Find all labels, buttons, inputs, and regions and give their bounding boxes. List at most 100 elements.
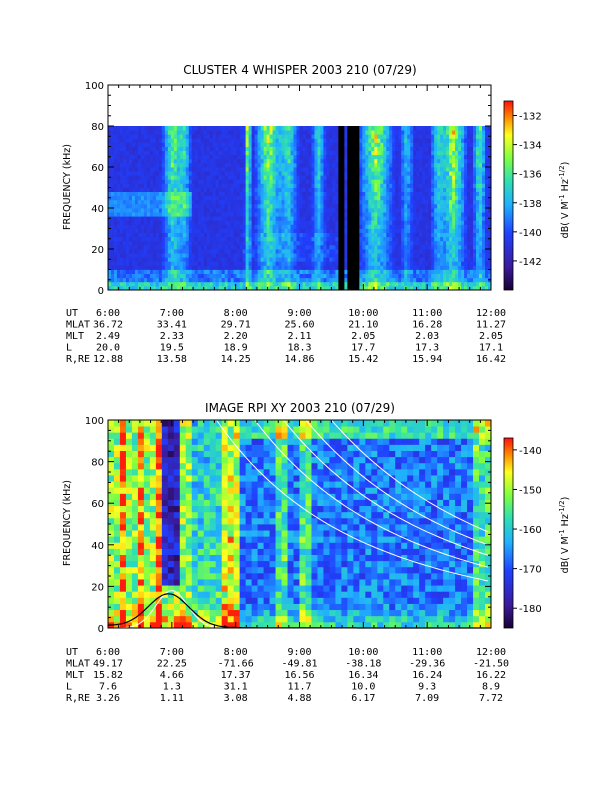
orbit-value: 20.0 xyxy=(96,343,120,354)
orbit-value: 12.88 xyxy=(93,354,123,365)
orbit-row-label: MLAT xyxy=(66,320,90,331)
resonance-curve xyxy=(283,419,488,556)
colorbar-tick-label: -138 xyxy=(519,199,542,210)
orbit-value: 17.7 xyxy=(351,343,375,354)
orbit-row-label: L xyxy=(66,682,72,693)
colorbar-tick-label: -140 xyxy=(519,446,542,457)
orbit-value: -38.18 xyxy=(345,659,381,670)
colorbar-tick-label: -170 xyxy=(519,565,542,576)
orbit-value: 49.17 xyxy=(93,659,123,670)
orbit-value: 7.09 xyxy=(415,693,439,704)
orbit-value: 1.3 xyxy=(163,682,181,693)
cluster-y-axis: 0 20 40 60 80 100 xyxy=(85,81,491,297)
resonance-curve xyxy=(254,419,488,568)
orbit-value: 19.5 xyxy=(160,343,184,354)
y-tick-label: 60 xyxy=(91,499,104,510)
cluster-title: CLUSTER 4 WHISPER 2003 210 (07/29) xyxy=(183,63,416,77)
orbit-value: 13.58 xyxy=(157,354,187,365)
orbit-row-label: R,RE xyxy=(66,693,90,704)
colorbar-tick-label: -134 xyxy=(519,141,542,152)
colorbar-tick-label: -132 xyxy=(519,112,542,123)
cluster-colorbar: -132 -134 -136 -138 -140 -142 dB( V M-1 Hz-1/… xyxy=(503,100,571,291)
orbit-value: 11.7 xyxy=(287,682,311,693)
orbit-value: 10:00 xyxy=(348,308,378,319)
cluster-panel: CLUSTER 4 WHISPER 2003 210 (07/29) 0 20 40… xyxy=(62,63,571,365)
orbit-value: 25.60 xyxy=(284,320,314,331)
orbit-value: 11:00 xyxy=(412,647,442,658)
orbit-value: 6:00 xyxy=(96,647,120,658)
orbit-value: -71.66 xyxy=(218,659,254,670)
y-tick-label: 20 xyxy=(91,245,104,256)
colorbar-tick-label: -142 xyxy=(519,257,542,268)
orbit-value: 7.72 xyxy=(479,693,503,704)
orbit-value: 15.82 xyxy=(93,670,123,681)
orbit-value: 17.1 xyxy=(479,343,503,354)
image-rpi-colorbar-label: dB( V M-1 Hz-1/2) xyxy=(558,497,571,574)
orbit-value: 9:00 xyxy=(287,647,311,658)
orbit-row-label: MLAT xyxy=(66,659,90,670)
resonance-curve xyxy=(305,419,488,546)
orbit-value: 8:00 xyxy=(224,647,248,658)
orbit-value: 7.6 xyxy=(99,682,117,693)
orbit-value: 15.94 xyxy=(412,354,442,365)
y-tick-label: 80 xyxy=(91,122,104,133)
orbit-value: 1.11 xyxy=(160,693,184,704)
orbit-value: 14.25 xyxy=(221,354,251,365)
orbit-value: 6.17 xyxy=(351,693,375,704)
orbit-value: 7:00 xyxy=(160,308,184,319)
y-tick-label: 40 xyxy=(91,541,104,552)
image-rpi-colorbar-ramp xyxy=(503,437,514,629)
colorbar-tick-label: -140 xyxy=(519,228,542,239)
cluster-spectrogram xyxy=(108,126,492,291)
orbit-row-label: L xyxy=(66,343,72,354)
orbit-value: 4.66 xyxy=(160,670,184,681)
orbit-value: 8.9 xyxy=(482,682,500,693)
orbit-value: 2.05 xyxy=(479,331,503,342)
y-tick-label: 40 xyxy=(91,204,104,215)
image-rpi-panel: IMAGE RPI XY 2003 210 (07/29) 0 20 40 60 80 1… xyxy=(62,401,571,704)
y-tick-label: 100 xyxy=(85,81,104,92)
image-rpi-title: IMAGE RPI XY 2003 210 (07/29) xyxy=(205,401,395,415)
orbit-value: 16.22 xyxy=(476,670,506,681)
y-tick-label: 60 xyxy=(91,163,104,174)
orbit-value: -29.36 xyxy=(409,659,445,670)
orbit-value: 2.03 xyxy=(415,331,439,342)
cluster-x-axis xyxy=(107,85,492,290)
orbit-value: 10:00 xyxy=(348,647,378,658)
image-rpi-y-label: FREQUENCY (kHz) xyxy=(62,480,73,566)
orbit-value: 2.49 xyxy=(96,331,120,342)
image-rpi-spectrogram xyxy=(108,420,492,629)
orbit-value: 3.08 xyxy=(224,693,248,704)
orbit-value: 18.9 xyxy=(224,343,248,354)
resonance-curve xyxy=(216,419,488,582)
orbit-value: 18.3 xyxy=(287,343,311,354)
colorbar-tick-label: -150 xyxy=(519,485,542,496)
orbit-value: 16.56 xyxy=(284,670,314,681)
cluster-y-label: FREQUENCY (kHz) xyxy=(62,144,73,230)
orbit-value: 9:00 xyxy=(287,308,311,319)
orbit-value: 36.72 xyxy=(93,320,123,331)
orbit-value: 16.34 xyxy=(348,670,378,681)
image-rpi-x-axis xyxy=(107,420,492,628)
orbit-value: 16.24 xyxy=(412,670,442,681)
orbit-value: 10.0 xyxy=(351,682,375,693)
orbit-value: 17.37 xyxy=(221,670,251,681)
orbit-value: 7:00 xyxy=(160,647,184,658)
orbit-value: 21.10 xyxy=(348,320,378,331)
orbit-value: 12:00 xyxy=(476,647,506,658)
orbit-value: 8:00 xyxy=(224,308,248,319)
orbit-value: 9.3 xyxy=(418,682,436,693)
orbit-value: 11.27 xyxy=(476,320,506,331)
orbit-value: 2.20 xyxy=(224,331,248,342)
orbit-value: 29.71 xyxy=(221,320,251,331)
image-rpi-colorbar: -140 -150 -160 -170 -180 dB( V M-1 Hz-1/2) xyxy=(503,437,571,629)
image-rpi-colorbar-ticks: -140 -150 -160 -170 -180 xyxy=(513,446,542,615)
colorbar-tick-label: -160 xyxy=(519,525,542,536)
orbit-value: 11:00 xyxy=(412,308,442,319)
y-tick-label: 20 xyxy=(91,582,104,593)
orbit-row-label: MLT xyxy=(66,331,84,342)
image-rpi-orbit-table: UT 6:00 7:00 8:00 9:00 10:00 11:00 12:00 MLAT 49.… xyxy=(66,647,509,704)
orbit-value: 3.26 xyxy=(96,693,120,704)
orbit-row-label: UT xyxy=(66,647,78,658)
